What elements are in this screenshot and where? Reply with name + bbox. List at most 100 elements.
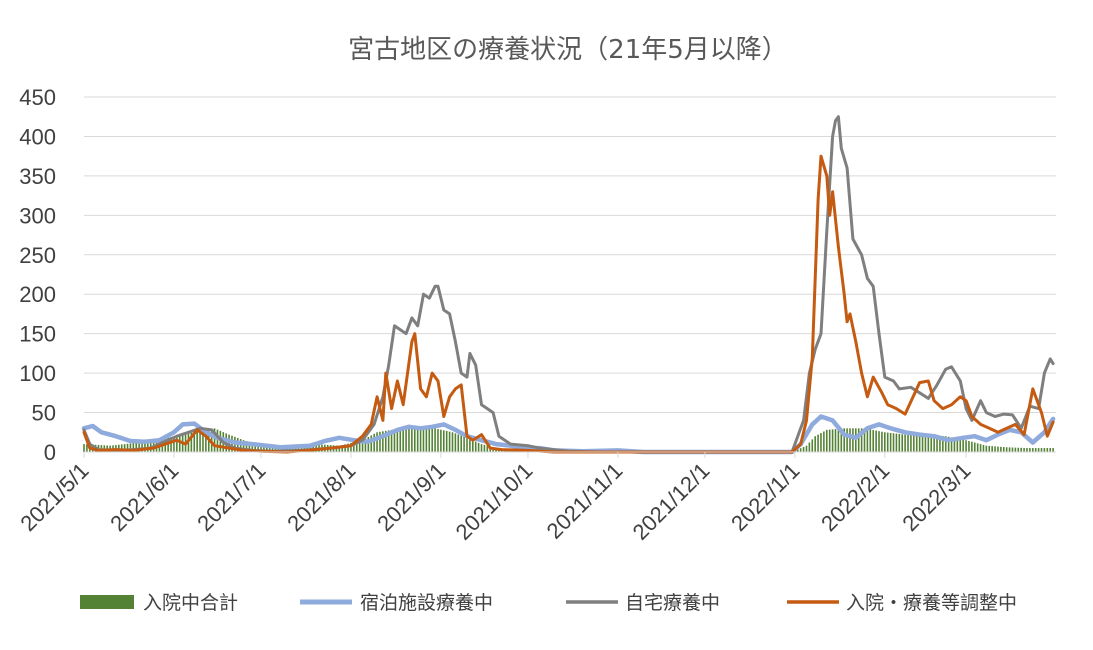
x-tick-label: 2021/6/1 [105,458,183,536]
bar [1043,448,1046,452]
bar [428,427,431,452]
y-tick-label: 200 [19,282,56,307]
bar [355,441,358,452]
bar [176,436,178,452]
bar [840,428,843,452]
bar [466,437,468,452]
y-tick-label: 300 [19,203,56,228]
bar [344,444,346,452]
bar [849,428,851,452]
x-tick-label: 2021/10/1 [451,458,538,545]
bar [358,440,361,452]
bar [910,434,912,452]
bar [370,435,373,452]
bar [802,446,805,452]
bar [1040,448,1043,452]
y-tick-label: 400 [19,124,56,149]
bar [408,428,410,452]
bar [268,446,271,452]
bar [985,445,988,452]
bar [875,430,877,452]
bar [364,438,367,452]
bar [454,433,457,452]
bar [1049,448,1051,452]
y-tick-label: 250 [19,243,56,268]
bar [245,441,248,452]
bar [361,440,364,452]
bar [927,434,930,452]
bar [892,433,895,452]
bar [805,445,808,452]
bar [216,429,219,452]
bar [382,431,384,452]
bar [915,434,918,452]
bar [1029,448,1031,452]
bar [431,428,433,452]
bar [239,439,242,452]
bar [936,435,938,452]
series-line [82,115,1055,454]
bar [477,442,480,452]
bar [942,435,944,452]
bar [825,429,828,452]
bar [393,429,396,452]
bar [390,429,393,452]
bar [353,442,355,452]
bar [434,428,436,452]
bar [202,429,204,452]
bar [413,427,416,452]
grid-lines [84,96,1056,414]
bar [126,443,129,452]
bar [384,430,387,452]
bar [396,429,399,452]
bar [1052,448,1054,452]
bar [257,444,259,452]
bar [141,441,143,452]
x-tick-label: 2022/2/1 [816,458,894,536]
y-tick-label: 0 [44,440,56,465]
bar [274,446,277,452]
bar [1002,447,1005,452]
legend-label: 自宅療養中 [625,592,720,614]
bar [1034,448,1037,452]
bar [971,441,973,452]
x-tick-label: 2022/3/1 [897,458,975,536]
x-tick-label: 2021/12/1 [628,458,715,545]
bar [921,434,924,452]
bar [820,433,822,452]
bar [1023,447,1025,452]
bar [944,436,947,452]
bar [831,429,834,452]
bar [872,430,875,452]
bar [147,440,149,452]
bar [991,446,993,452]
bar [196,430,198,452]
bar [463,436,465,452]
series-line [82,154,1055,454]
bar [869,429,872,452]
bar [300,445,303,452]
bar [924,434,927,452]
bar [350,442,352,452]
bar [472,440,474,452]
bar [373,433,375,452]
bar [1020,447,1022,452]
bar [988,445,991,452]
bar [411,427,413,452]
bar [886,432,889,452]
x-tick-label: 2021/5/1 [15,458,93,536]
bar [913,434,915,452]
bar [846,428,848,452]
bar [1008,447,1011,452]
bar [483,444,486,452]
bar [953,437,956,452]
bar [205,429,207,452]
legend-swatch [80,595,134,609]
bar [460,435,462,452]
bar [808,442,811,452]
bar [379,431,381,452]
bar [881,431,883,452]
bar [271,446,274,452]
y-axis-ticks: 0 50 100 150 200 250 300 350 400 450 [19,85,56,465]
